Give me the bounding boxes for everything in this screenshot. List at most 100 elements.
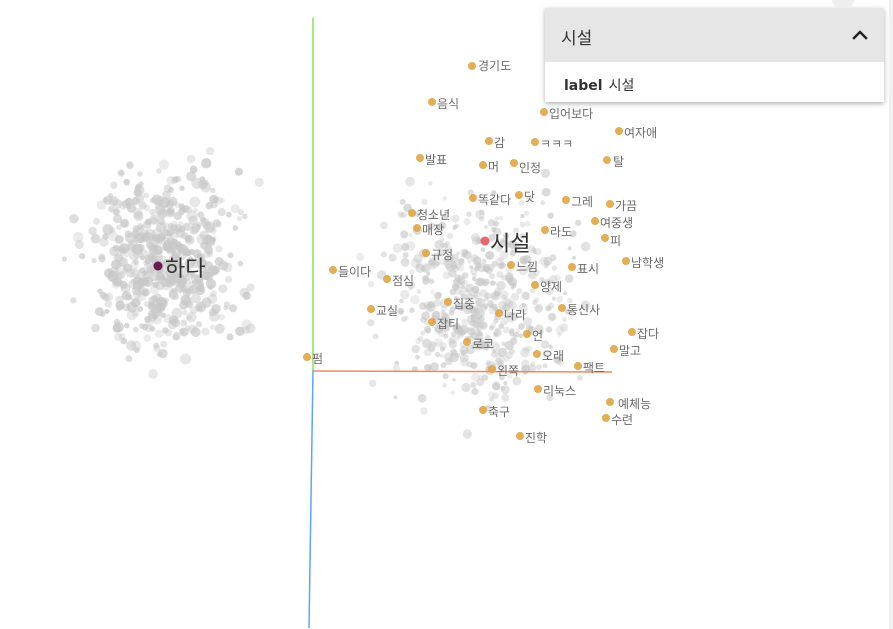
background-point: [451, 377, 457, 382]
background-point: [460, 293, 468, 301]
background-point: [466, 211, 472, 217]
point-여자애[interactable]: [615, 127, 623, 135]
point-감[interactable]: [485, 137, 493, 145]
background-point: [461, 382, 471, 393]
point-로코[interactable]: [463, 338, 471, 346]
background-point: [497, 347, 507, 358]
point-피[interactable]: [601, 234, 609, 242]
point-양제[interactable]: [531, 281, 539, 289]
point-label: 탈: [613, 155, 624, 169]
collapse-button[interactable]: [850, 25, 870, 45]
background-point: [190, 260, 199, 269]
point-왼쪽[interactable]: [488, 365, 496, 373]
background-point: [400, 230, 409, 239]
background-point: [518, 333, 523, 339]
background-point: [155, 329, 164, 338]
point-머[interactable]: [479, 161, 487, 169]
point-여중생[interactable]: [591, 217, 599, 225]
point-매장[interactable]: [413, 224, 421, 232]
point-하다[interactable]: [153, 261, 163, 271]
background-point: [415, 354, 420, 360]
background-point: [190, 327, 201, 338]
background-point: [492, 382, 501, 391]
point-잡다[interactable]: [628, 328, 636, 336]
point-인정[interactable]: [510, 159, 518, 167]
background-point: [455, 352, 461, 358]
background-point: [439, 346, 446, 352]
point-발표[interactable]: [416, 154, 424, 162]
point-들이다[interactable]: [329, 266, 337, 274]
background-point: [534, 303, 544, 313]
background-point: [492, 303, 498, 309]
point-시설[interactable]: [480, 236, 490, 246]
point-점심[interactable]: [383, 275, 391, 283]
point-ㅋㅋㅋ[interactable]: [531, 138, 539, 146]
background-point: [480, 247, 486, 253]
background-point: [393, 395, 398, 400]
point-똑같다[interactable]: [469, 194, 477, 202]
background-point: [505, 272, 514, 281]
point-오래[interactable]: [533, 350, 541, 358]
background-point: [153, 342, 160, 349]
background-point: [201, 158, 212, 169]
point-음식[interactable]: [428, 98, 436, 106]
background-point: [474, 265, 480, 272]
point-잡티[interactable]: [428, 318, 436, 326]
point-말고[interactable]: [610, 345, 618, 353]
point-팩트[interactable]: [574, 362, 582, 370]
point-닷[interactable]: [515, 191, 523, 199]
point-가끔[interactable]: [606, 200, 614, 208]
background-point: [433, 299, 442, 307]
point-언[interactable]: [523, 330, 531, 338]
point-수련[interactable]: [602, 414, 610, 422]
background-point: [402, 252, 409, 259]
point-교실[interactable]: [367, 305, 375, 313]
point-탈[interactable]: [603, 156, 611, 164]
background-point: [211, 304, 221, 314]
card-header[interactable]: 시설: [545, 8, 884, 62]
background-point: [140, 276, 149, 285]
point-남학생[interactable]: [622, 257, 630, 265]
background-point: [539, 277, 545, 283]
background-point: [417, 335, 424, 342]
point-표시[interactable]: [568, 263, 576, 271]
background-point: [580, 241, 591, 252]
point-규정[interactable]: [422, 249, 430, 257]
point-label: 오래: [542, 349, 564, 363]
background-point: [479, 289, 488, 298]
background-point: [548, 344, 553, 350]
right-edge-scrollbar[interactable]: [889, 0, 893, 629]
point-통신사[interactable]: [558, 304, 566, 312]
point-느낌[interactable]: [507, 261, 515, 269]
background-point: [420, 407, 428, 415]
background-point: [131, 243, 143, 255]
background-point: [485, 251, 494, 260]
background-point: [130, 260, 139, 269]
background-point: [399, 198, 406, 205]
point-청소년[interactable]: [408, 209, 416, 217]
point-label: 잡다: [637, 327, 659, 341]
point-리눅스[interactable]: [534, 385, 542, 393]
background-point: [492, 392, 499, 400]
point-경기도[interactable]: [468, 62, 476, 70]
background-point: [456, 335, 461, 340]
background-point: [141, 288, 149, 296]
background-point: [419, 302, 427, 310]
point-그레[interactable]: [562, 196, 570, 204]
point-집중[interactable]: [444, 298, 452, 306]
point-나라[interactable]: [495, 309, 503, 317]
background-point: [190, 274, 200, 283]
background-point: [567, 297, 573, 304]
point-진학[interactable]: [516, 432, 524, 440]
point-펌[interactable]: [303, 353, 311, 361]
background-point: [488, 234, 496, 242]
point-라도[interactable]: [541, 226, 549, 234]
point-축구[interactable]: [479, 406, 487, 414]
background-point: [205, 201, 213, 210]
point-label: 똑같다: [478, 193, 511, 207]
point-입어보다[interactable]: [540, 108, 548, 116]
point-예체능[interactable]: [606, 398, 614, 406]
background-point: [433, 338, 443, 348]
